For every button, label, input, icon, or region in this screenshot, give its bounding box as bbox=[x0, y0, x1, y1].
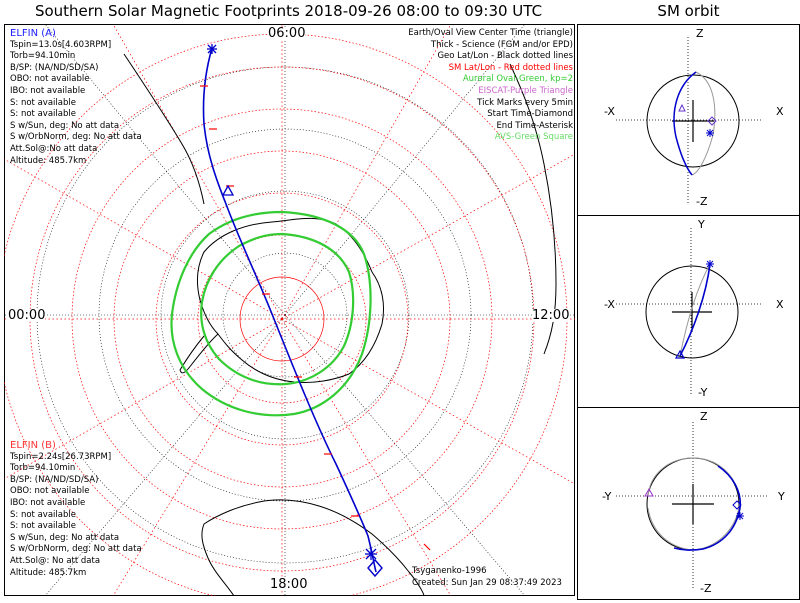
orbit-plot-xy bbox=[616, 228, 762, 396]
orbit-plot-xz bbox=[616, 37, 762, 203]
page-title: Southern Solar Magnetic Footprints 2018-… bbox=[34, 2, 543, 20]
elfin-b-line: OBO: not available bbox=[10, 486, 90, 497]
orbit-panel-xz: Z -Z -X X bbox=[577, 24, 800, 216]
elfin-a-header: ELFIN (A) bbox=[10, 28, 56, 39]
model-credit: Tsyganenko-1996 bbox=[412, 566, 487, 576]
elfin-b-line: Altitude: 485.7km bbox=[10, 567, 87, 578]
axis-label-top: Z bbox=[696, 27, 704, 40]
start-asterisk-marker bbox=[207, 44, 217, 54]
elfin-a-line: OBO: not available bbox=[10, 74, 90, 85]
axis-label-top: Y bbox=[698, 218, 705, 231]
elfin-a-line: S: not available bbox=[10, 109, 76, 120]
end-diamond-marker bbox=[367, 558, 383, 578]
legend-entry: Start Time-Diamond bbox=[487, 109, 573, 120]
sm-orbit-panel: Z -Z -X X Y -Y -X X bbox=[577, 24, 800, 600]
axis-label-right: Y bbox=[778, 490, 785, 503]
elfin-b-line: Att.Sol@: No att data bbox=[10, 555, 101, 566]
elfin-a-line: B/SP: (NA/ND/SD/SA) bbox=[10, 62, 99, 73]
elfin-a-line: Torb=94.10min bbox=[10, 51, 76, 62]
legend-entry: Auroral Oval-Green, kp=2 bbox=[462, 74, 573, 85]
elfin-a-line: Att.Sol@:No att data bbox=[10, 143, 98, 154]
elfin-a-line: IBO: not available bbox=[10, 85, 86, 96]
axis-label-bottom: -Z bbox=[696, 195, 708, 208]
legend-entry: End Time-Asterisk bbox=[496, 120, 573, 131]
legend-entry: Earth/Oval View Center Time (triangle) bbox=[408, 28, 573, 38]
elfin-b-line: Tspin=2.24s[26.73RPM] bbox=[10, 451, 112, 462]
axis-label-left: -X bbox=[604, 298, 615, 311]
auroral-oval-outer bbox=[170, 210, 372, 417]
axis-label-left: -Y bbox=[602, 490, 612, 503]
elfin-a-line: Altitude: 485.7km bbox=[10, 155, 87, 166]
axis-label-right: X bbox=[776, 298, 784, 311]
axis-label-right: X bbox=[776, 105, 784, 118]
elfin-b-info: ELFIN (B) Tspin=2.24s[26.73RPM] Torb=94.… bbox=[10, 440, 142, 579]
clock-label-06: 06:00 bbox=[268, 26, 306, 41]
clock-label-18: 18:00 bbox=[270, 577, 308, 592]
elfin-b-line: B/SP: (NA/ND/SD/SA) bbox=[10, 474, 99, 485]
credits: Tsyganenko-1996 Created: Sun Jan 29 08:3… bbox=[412, 566, 562, 589]
clock-label-12: 12:00 bbox=[532, 308, 570, 323]
created-timestamp: Created: Sun Jan 29 08:37:49 2023 bbox=[412, 577, 562, 588]
orbit-title: SM orbit bbox=[657, 2, 720, 20]
orbit-panel-xy: Y -Y -X X bbox=[577, 215, 800, 408]
landmass-outline-2 bbox=[123, 53, 205, 205]
antarctica-coastline bbox=[196, 217, 385, 383]
clock-label-00: 00:00 bbox=[8, 308, 46, 323]
axis-label-left: -X bbox=[604, 105, 615, 118]
axis-label-bottom: -Z bbox=[700, 582, 712, 595]
axis-label-bottom: -Y bbox=[698, 386, 708, 399]
view-center-triangle bbox=[221, 184, 235, 196]
elfin-b-header: ELFIN (B) bbox=[10, 440, 56, 451]
elfin-b-line: S w/OrbNorm, deg: No att data bbox=[10, 544, 142, 555]
legend-entry: Thick - Science (FGM and/or EPD) bbox=[430, 39, 573, 50]
elfin-b-line: S: not available bbox=[10, 509, 76, 520]
elfin-a-line: Tspin=13.0s[4.603RPM] bbox=[10, 39, 112, 50]
legend-entry: Geo Lat/Lon - Black dotted lines bbox=[437, 51, 573, 62]
elfin-b-line: S: not available bbox=[10, 521, 76, 532]
legend-entry: SM Lat/Lon - Red dotted lines bbox=[448, 62, 573, 73]
map-legend: Earth/Oval View Center Time (triangle) T… bbox=[408, 28, 573, 144]
axis-label-top: Z bbox=[700, 410, 708, 423]
elfin-a-info: ELFIN (A) Tspin=13.0s[4.603RPM] Torb=94.… bbox=[10, 28, 142, 167]
orbit-panel-yz: Z -Z -Y Y bbox=[577, 407, 800, 600]
auroral-oval-inner bbox=[200, 232, 355, 386]
elfin-a-line: S w/OrbNorm, deg: No att data bbox=[10, 132, 142, 143]
elfin-a-line: S w/Sun, deg: No att data bbox=[10, 120, 120, 131]
elfin-b-line: Torb=94.10min bbox=[10, 463, 76, 474]
end-asterisk-marker bbox=[365, 548, 377, 560]
elfin-a-track bbox=[202, 47, 377, 573]
antarctic-peninsula bbox=[179, 333, 219, 374]
legend-entry: EISCAT-Purple Triangle bbox=[478, 85, 573, 96]
orbit-plot-yz bbox=[616, 422, 768, 590]
south-america-coastline bbox=[201, 499, 425, 596]
legend-entry: Tick Marks every 5min bbox=[477, 97, 573, 108]
elfin-b-line: IBO: not available bbox=[10, 497, 86, 508]
legend-entry: AVS-Green Square bbox=[494, 132, 573, 143]
elfin-b-line: S w/Sun, deg: No att data bbox=[10, 532, 120, 543]
elfin-a-line: S: not available bbox=[10, 97, 76, 108]
